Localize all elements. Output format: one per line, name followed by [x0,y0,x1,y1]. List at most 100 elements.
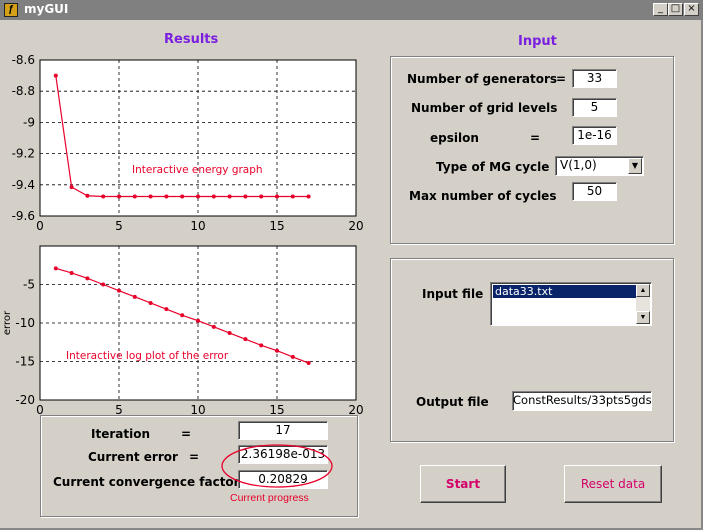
scroll-up-icon[interactable]: ▲ [636,284,650,297]
error-xtick-label: 0 [36,403,44,417]
error-xtick-label: 20 [348,403,363,417]
grid-levels-label: Number of grid levels [411,101,558,115]
energy-point [180,194,185,199]
error-point [180,313,185,318]
error-point [196,318,200,323]
scroll-down-icon[interactable]: ▼ [636,311,650,324]
max-cycles-input[interactable]: 50 [572,182,617,201]
input-title: Input [518,34,557,49]
energy-xtick-label: 20 [348,219,363,233]
window-title: myGUI [24,2,69,16]
error-point [132,294,137,299]
error-ytick-label: -15 [15,355,35,369]
mg-cycle-select[interactable]: V(1,0) ▼ [555,156,644,176]
num-generators-label: Number of generators [407,72,558,86]
iteration-field: 17 [238,421,328,440]
error-chart-annotation: Interactive log plot of the error [66,350,229,362]
parameters-panel [390,56,674,244]
epsilon-label: epsilon [430,131,479,145]
energy-point [211,194,216,199]
minimize-button[interactable]: _ [653,3,668,16]
listbox-scrollbar[interactable]: ▲ ▼ [636,284,650,324]
energy-xtick-label: 10 [190,219,205,233]
energy-chart-series [53,73,311,199]
progress-highlight-ellipse [221,444,333,488]
energy-chart-ticks: 0 5 10 15 20 -8.6 -8.8 -9 -9.2 -9.4 -9.6 [12,54,364,233]
error-point [69,270,74,275]
energy-point [132,194,137,199]
output-file-input[interactable]: ConstResults/33pts5gds50 [512,391,652,411]
error-point [164,307,169,312]
error-chart-series [53,266,311,366]
window-client: Results 0 5 10 15 20 -8.6 -8.8 -9 -9.2 -9.4 -9.6 I… [0,20,703,530]
mg-cycle-label: Type of MG cycle [436,160,550,174]
close-button[interactable]: × [684,3,699,16]
num-generators-equals: = [556,72,567,86]
error-chart[interactable]: error 0 5 10 15 20 -5 -10 -15 -20 Interactive lo… [0,228,370,424]
energy-point [53,73,58,78]
energy-point [101,194,106,199]
error-point [53,266,58,271]
current-error-label: Current error [88,450,178,464]
error-point [275,348,279,353]
energy-point [196,194,200,199]
title-bar: ƒ myGUI _ □ × [0,0,703,20]
energy-point [69,185,74,190]
grid-levels-input[interactable]: 5 [572,98,617,117]
input-file-listbox[interactable]: data33.txt ▲ ▼ [490,282,652,326]
energy-xtick-label: 15 [269,219,284,233]
error-point [117,288,121,293]
error-point [290,354,295,359]
app-icon: ƒ [4,3,18,17]
energy-chart-grid [40,60,356,216]
error-point [306,361,311,366]
file-panel [390,258,674,442]
output-file-label: Output file [416,395,489,409]
iteration-equals: = [181,427,192,441]
energy-ytick-label: -9.2 [12,147,35,161]
energy-ytick-label: -9 [23,115,35,129]
error-ytick-label: -20 [15,393,35,407]
error-ytick-label: -10 [15,316,35,330]
maximize-button[interactable]: □ [668,3,683,16]
energy-point [227,194,232,199]
input-file-label: Input file [422,287,484,301]
error-xtick-label: 15 [269,403,284,417]
energy-point [117,194,121,199]
energy-point [290,194,295,199]
current-error-equals: = [189,450,200,464]
epsilon-input[interactable]: 1e-16 [572,126,617,145]
error-point [227,331,232,336]
energy-point [243,194,248,199]
error-chart-ylabel: error [2,310,13,335]
energy-ytick-label: -8.8 [12,84,35,98]
num-generators-input[interactable]: 33 [572,69,617,88]
energy-point [164,194,169,199]
error-point [148,300,153,305]
convergence-label: Current convergence factor = [53,475,254,489]
error-chart-ticks: 0 5 10 15 20 -5 -10 -15 -20 [15,278,363,418]
input-file-item[interactable]: data33.txt [493,285,636,298]
error-xtick-label: 5 [115,403,123,417]
energy-ytick-label: -8.6 [12,54,35,67]
error-ytick-label: -5 [23,278,35,292]
energy-point [148,194,153,199]
energy-chart-annotation: Interactive energy graph [132,164,263,176]
start-button[interactable]: Start [420,465,506,503]
progress-note: Current progress [230,492,309,504]
error-point [243,337,248,342]
energy-chart[interactable]: 0 5 10 15 20 -8.6 -8.8 -9 -9.2 -9.4 -9.6 Interacti… [0,54,370,239]
max-cycles-label: Max number of cycles [409,189,557,203]
error-xtick-label: 10 [190,403,205,417]
reset-data-button[interactable]: Reset data [564,465,662,503]
error-point [259,343,264,348]
energy-point [259,194,264,199]
error-point [211,324,216,329]
energy-point [275,194,279,199]
chevron-down-icon[interactable]: ▼ [628,158,642,174]
energy-xtick-label: 0 [36,219,44,233]
results-title: Results [164,32,219,47]
energy-ytick-label: -9.6 [12,209,35,223]
error-point [85,276,90,281]
mg-cycle-value: V(1,0) [560,158,597,172]
